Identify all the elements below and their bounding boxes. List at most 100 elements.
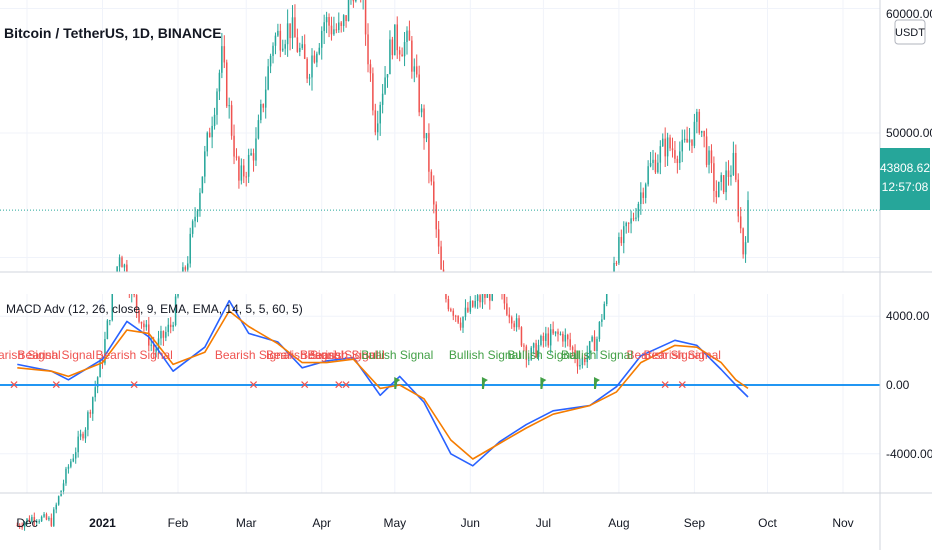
candle-body <box>196 210 199 217</box>
candle-body <box>562 333 564 342</box>
candle-body <box>369 64 372 74</box>
candle-body <box>157 338 160 349</box>
macd-line <box>17 299 749 467</box>
candle-body <box>267 66 269 90</box>
candle-body <box>38 521 40 523</box>
candle-body <box>564 334 567 342</box>
candle-body <box>654 159 657 173</box>
candle-body <box>138 310 140 322</box>
candle-body <box>649 162 652 167</box>
bearish-signal-label: Bearish Signal <box>644 348 721 362</box>
candle-body <box>591 336 593 342</box>
candle-body <box>552 329 554 334</box>
price-candles[interactable] <box>0 0 932 531</box>
macd-axis-label: 0.00 <box>886 378 910 392</box>
candle-body <box>625 222 627 227</box>
candle-body <box>55 504 57 510</box>
candle-body <box>187 263 189 270</box>
candle-body <box>57 496 60 505</box>
candle-body <box>199 192 201 211</box>
signal-markers: Bearish Signal ✕ Bearish Signal ✕ Bearish Si… <box>0 348 721 392</box>
candle-body <box>447 299 450 310</box>
candle-body <box>384 77 386 94</box>
candle-body <box>328 17 330 26</box>
candle-body <box>140 321 143 324</box>
bearish-cross-marker: ✕ <box>660 378 670 392</box>
candle-body <box>340 22 342 26</box>
candle-body <box>664 138 666 157</box>
candle-body <box>299 47 301 52</box>
candle-body <box>739 216 742 229</box>
candle-body <box>162 331 165 338</box>
candle-body <box>632 218 635 220</box>
candle-body <box>230 105 233 136</box>
candle-body <box>415 66 418 75</box>
bearish-signal-label: Bearish Signal <box>307 348 384 362</box>
candle-body <box>489 289 491 301</box>
candle-body <box>537 344 540 357</box>
candle-body <box>28 518 31 522</box>
time-axis-label: Oct <box>758 516 777 530</box>
candle-body <box>696 111 698 122</box>
candle-body <box>260 104 262 121</box>
candle-body <box>727 170 730 177</box>
candle-body <box>345 15 347 22</box>
candle-body <box>35 521 38 523</box>
candle-body <box>289 23 291 39</box>
candle-body <box>406 30 408 43</box>
candle-body <box>70 461 72 467</box>
candle-body <box>586 353 588 363</box>
candle-body <box>386 74 389 78</box>
candle-body <box>352 0 355 2</box>
candle-body <box>121 257 123 268</box>
candle-body <box>313 55 316 63</box>
candle-body <box>440 246 442 270</box>
candle-body <box>735 152 737 180</box>
candle-body <box>571 346 574 350</box>
candle-body <box>189 233 191 264</box>
candle-body <box>454 315 457 317</box>
candle-body <box>474 300 476 307</box>
candle-body <box>657 162 659 173</box>
candle-body <box>109 320 111 322</box>
candle-body <box>99 359 101 378</box>
bullish-signal-label: Bullish Signal <box>361 348 433 362</box>
candle-body <box>18 525 21 527</box>
candle-body <box>547 333 550 346</box>
candle-body <box>506 303 508 315</box>
candle-body <box>291 17 294 39</box>
last-price-badge <box>880 148 930 210</box>
macd-pane[interactable] <box>0 299 880 467</box>
candle-body <box>96 377 99 388</box>
candle-body <box>169 324 172 328</box>
candle-body <box>208 132 211 138</box>
candle-body <box>104 338 106 364</box>
candle-body <box>301 44 304 48</box>
candle-body <box>381 93 384 105</box>
candle-body <box>671 148 674 151</box>
candle-body <box>155 348 157 352</box>
candle-body <box>542 335 545 341</box>
candle-body <box>338 22 340 30</box>
macd-axis-label: 4000.00 <box>886 309 930 323</box>
candle-body <box>174 296 177 326</box>
candle-body <box>79 433 82 437</box>
candle-body <box>303 44 306 59</box>
candle-body <box>216 91 218 115</box>
candle-body <box>211 125 213 138</box>
candle-body <box>420 108 423 113</box>
candle-body <box>118 257 121 267</box>
candle-body <box>87 412 89 430</box>
currency-badge-box[interactable] <box>894 19 926 45</box>
candle-body <box>347 0 350 22</box>
bar-countdown: 12:57:08 <box>882 180 929 194</box>
bearish-signal-label: arish Signal <box>0 348 61 362</box>
candle-body <box>160 331 162 339</box>
candle-body <box>82 433 84 439</box>
candle-body <box>430 171 433 182</box>
price-axis-label: 50000.00 <box>886 126 932 140</box>
candle-body <box>518 318 520 328</box>
currency-badge[interactable]: USDT <box>894 19 926 45</box>
grid <box>0 0 880 493</box>
